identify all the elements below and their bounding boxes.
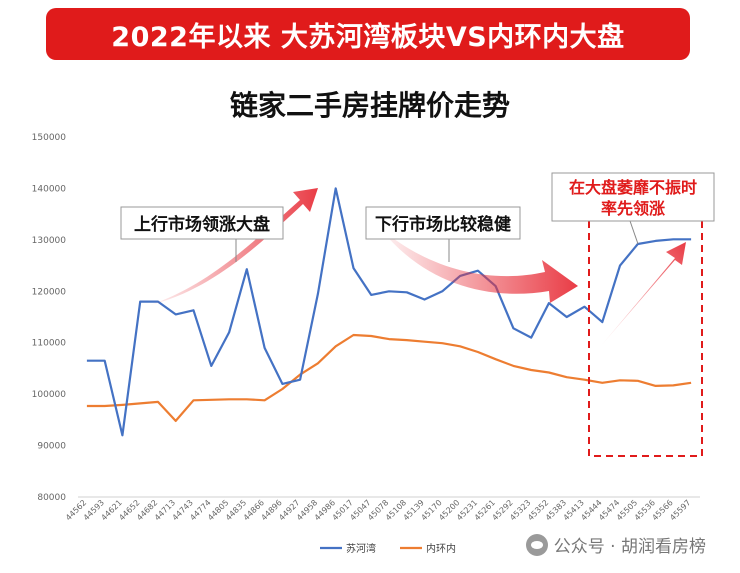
legend-label: 苏河湾 [346,542,376,555]
up-trend-arrow [150,188,318,305]
headline-banner: 2022年以来 大苏河湾板块VS内环内大盘 [46,8,690,60]
rebound-arrow [600,242,686,347]
y-tick-label: 80000 [37,493,66,503]
series-line-苏河湾 [86,187,692,437]
annotation-recent-line-2: 率先领涨 [601,199,665,218]
annotation-up-market: 上行市场领涨大盘 [120,206,284,262]
y-tick-label: 90000 [37,442,66,452]
legend-label: 内环内 [426,542,456,555]
series-line-内环内 [86,333,692,422]
down-trend-arrow [380,228,578,303]
chart-title: 链家二手房挂牌价走势 [229,89,510,122]
recent-period-box [588,189,703,457]
y-tick-label: 100000 [32,390,67,400]
y-tick-label: 130000 [32,236,67,246]
series-layer [86,187,692,437]
y-tick-label: 110000 [32,339,67,349]
annotation-down-market: 下行市场比较稳健 [365,206,521,262]
annotation-recent: 在大盘萎靡不振时 率先领涨 [551,172,715,245]
annotation-recent-line-1: 在大盘萎靡不振时 [569,178,697,197]
wechat-icon [525,533,548,556]
y-tick-label: 140000 [32,184,67,194]
y-tick-label: 150000 [32,133,67,143]
watermark-text: 公众号 · 胡润看房榜 [553,537,706,557]
annotation-down-market-text: 下行市场比较稳健 [375,214,511,235]
y-tick-label: 120000 [32,287,67,297]
watermark: 公众号 · 胡润看房榜 [525,532,706,557]
annotation-up-market-text: 上行市场领涨大盘 [134,214,270,235]
legend: 苏河湾 内环内 [320,542,456,555]
